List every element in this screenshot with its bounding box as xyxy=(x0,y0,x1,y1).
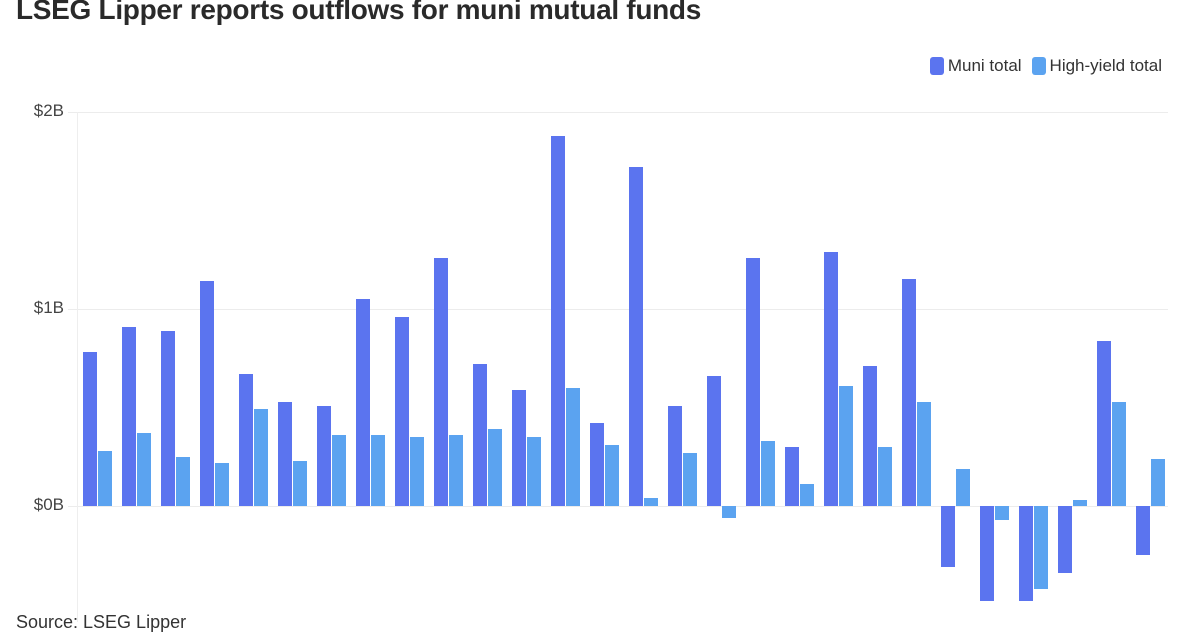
bar-muni-total[interactable] xyxy=(1058,506,1072,573)
legend: Muni total High-yield total xyxy=(929,56,1162,76)
bar-high-yield-total[interactable] xyxy=(995,506,1009,520)
bar-high-yield-total[interactable] xyxy=(449,435,463,506)
bar-high-yield-total[interactable] xyxy=(215,462,229,506)
y-tick-0b: $0B xyxy=(33,495,64,514)
bar-high-yield-total[interactable] xyxy=(605,444,619,506)
legend-swatch-high-yield xyxy=(1031,57,1046,75)
bar-high-yield-total[interactable] xyxy=(839,385,853,506)
legend-item-muni[interactable]: Muni total xyxy=(929,56,1022,76)
legend-label-muni: Muni total xyxy=(947,56,1022,75)
bar-high-yield-total[interactable] xyxy=(1151,458,1165,506)
bar-muni-total[interactable] xyxy=(356,299,370,506)
bar-muni-total[interactable] xyxy=(824,251,838,506)
bar-muni-total[interactable] xyxy=(200,281,214,506)
chart-title: LSEG Lipper reports outflows for muni mu… xyxy=(16,0,702,25)
bar-high-yield-total[interactable] xyxy=(371,435,385,506)
bar-muni-total[interactable] xyxy=(746,257,760,506)
bar-muni-total[interactable] xyxy=(395,316,409,506)
bar-muni-total[interactable] xyxy=(707,375,721,506)
bar-high-yield-total[interactable] xyxy=(566,387,580,506)
bar-muni-total[interactable] xyxy=(434,257,448,506)
bar-muni-total[interactable] xyxy=(902,279,916,506)
bar-muni-total[interactable] xyxy=(1097,340,1111,506)
bar-high-yield-total[interactable] xyxy=(293,460,307,506)
bar-high-yield-total[interactable] xyxy=(98,450,112,506)
y-tick-2b: $2B xyxy=(33,101,64,120)
bar-high-yield-total[interactable] xyxy=(1073,500,1087,506)
bar-muni-total[interactable] xyxy=(551,135,565,506)
bar-high-yield-total[interactable] xyxy=(800,484,814,506)
bar-muni-total[interactable] xyxy=(83,352,97,506)
gridline-2b xyxy=(68,112,1168,113)
source-note: Source: LSEG Lipper xyxy=(16,612,187,632)
legend-swatch-muni xyxy=(929,57,944,75)
bar-high-yield-total[interactable] xyxy=(527,437,541,506)
bar-high-yield-total[interactable] xyxy=(722,506,736,518)
y-axis-line xyxy=(77,112,78,622)
bar-muni-total[interactable] xyxy=(1136,506,1150,556)
bar-muni-total[interactable] xyxy=(1019,506,1033,601)
bar-high-yield-total[interactable] xyxy=(644,498,658,506)
bar-muni-total[interactable] xyxy=(122,326,136,506)
bar-muni-total[interactable] xyxy=(512,389,526,506)
bar-muni-total[interactable] xyxy=(941,506,955,568)
bar-high-yield-total[interactable] xyxy=(1034,506,1048,589)
bar-muni-total[interactable] xyxy=(239,374,253,506)
bar-muni-total[interactable] xyxy=(980,506,994,601)
bar-muni-total[interactable] xyxy=(473,364,487,506)
bar-high-yield-total[interactable] xyxy=(878,446,892,506)
bar-high-yield-total[interactable] xyxy=(410,437,424,506)
bar-high-yield-total[interactable] xyxy=(254,409,268,506)
bar-high-yield-total[interactable] xyxy=(332,435,346,506)
legend-item-high-yield[interactable]: High-yield total xyxy=(1031,56,1162,76)
bar-high-yield-total[interactable] xyxy=(176,456,190,506)
bar-high-yield-total[interactable] xyxy=(917,401,931,506)
bar-muni-total[interactable] xyxy=(629,167,643,506)
legend-label-high-yield: High-yield total xyxy=(1049,56,1162,75)
bar-high-yield-total[interactable] xyxy=(488,429,502,506)
bar-high-yield-total[interactable] xyxy=(956,468,970,506)
bar-muni-total[interactable] xyxy=(278,401,292,506)
y-tick-1b: $1B xyxy=(33,298,64,317)
gridline-1b xyxy=(68,309,1168,310)
bar-muni-total[interactable] xyxy=(785,446,799,506)
bar-high-yield-total[interactable] xyxy=(761,440,775,506)
bar-high-yield-total[interactable] xyxy=(137,433,151,506)
bar-muni-total[interactable] xyxy=(317,405,331,506)
bar-high-yield-total[interactable] xyxy=(683,452,697,506)
bar-muni-total[interactable] xyxy=(161,330,175,506)
bar-high-yield-total[interactable] xyxy=(1112,401,1126,506)
bar-muni-total[interactable] xyxy=(668,405,682,506)
gridline-0b xyxy=(68,506,1168,507)
bar-muni-total[interactable] xyxy=(590,423,604,506)
bar-muni-total[interactable] xyxy=(863,366,877,506)
